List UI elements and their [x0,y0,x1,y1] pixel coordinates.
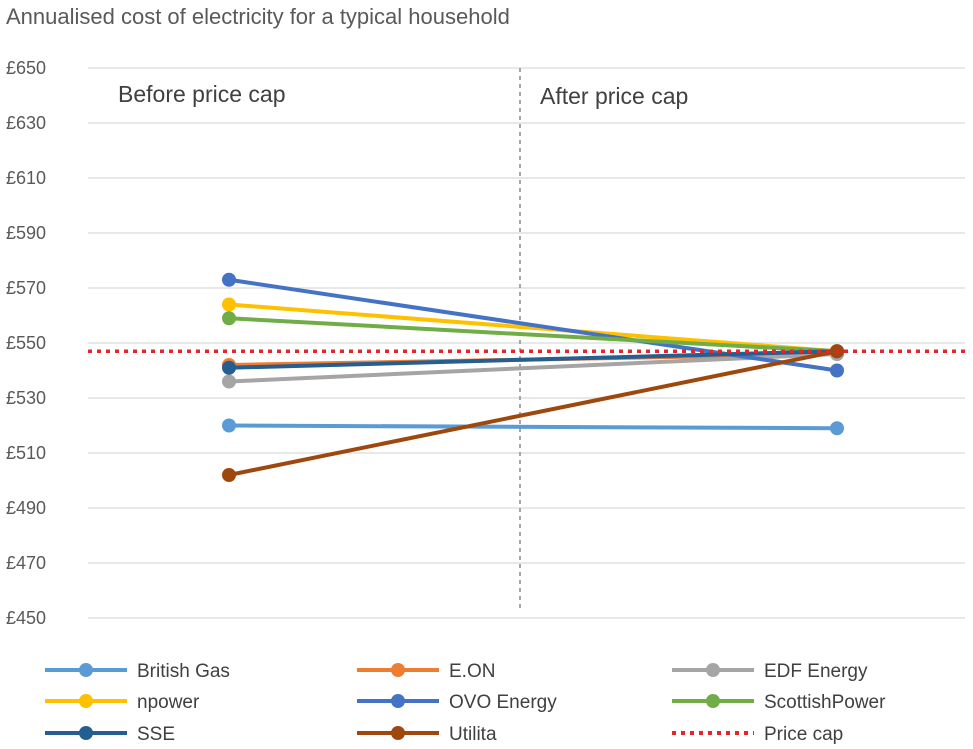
legend-label: E.ON [449,661,495,682]
legend-marker [79,726,93,740]
y-tick-label: £450 [6,608,46,628]
legend-label: EDF Energy [764,661,868,682]
region-label-before: Before price cap [118,81,285,107]
legend-marker [706,694,720,708]
region-label-after: After price cap [540,83,688,109]
gridlines [88,67,965,619]
legend-item: Utilita [357,724,497,745]
data-point [222,272,236,287]
y-tick-label: £630 [6,113,46,133]
legend-label: ScottishPower [764,692,886,713]
series-lines [222,272,844,482]
legend-item: E.ON [357,661,495,682]
series-line [228,349,838,370]
legend-item: British Gas [45,661,230,682]
y-tick-label: £650 [6,58,46,78]
legend-item: OVO Energy [357,692,557,713]
data-point [222,418,236,433]
series-line [228,423,838,431]
legend-label: Utilita [449,724,497,745]
data-point [222,297,236,312]
data-point [222,360,236,375]
data-point [222,374,236,389]
data-point [222,468,236,482]
legend-item: EDF Energy [672,661,868,682]
legend-label: npower [137,692,200,713]
data-point [830,363,844,378]
legend-marker [391,726,405,740]
legend-label: Price cap [764,724,843,745]
series-british-gas [222,418,844,436]
y-tick-label: £610 [6,168,46,188]
y-axis-ticks: £650 £630 £610 £590 £570 £550 £530 £510 £490 £470… [6,58,46,628]
y-tick-label: £510 [6,443,46,463]
legend-label: British Gas [137,661,230,682]
legend-item: npower [45,692,200,713]
series-line [228,349,838,477]
legend-item: Price cap [672,724,843,745]
legend: British Gas E.ON EDF Energy npower OVO Energ… [45,661,886,745]
y-tick-label: £570 [6,278,46,298]
legend-marker [391,663,405,677]
legend-item: ScottishPower [672,692,886,713]
y-tick-label: £550 [6,333,46,353]
legend-marker [79,694,93,708]
legend-item: SSE [45,724,175,745]
data-point [222,311,236,326]
y-tick-label: £590 [6,223,46,243]
legend-marker [79,663,93,677]
legend-label: OVO Energy [449,692,557,713]
legend-label: SSE [137,724,175,745]
series-line [228,316,838,354]
y-tick-label: £530 [6,388,46,408]
series-npower [222,297,844,359]
data-point [830,421,844,436]
series-line [228,302,838,354]
y-tick-label: £470 [6,553,46,573]
y-tick-label: £490 [6,498,46,518]
legend-marker [706,663,720,677]
series-line [228,352,838,384]
chart-title: Annualised cost of electricity for a typ… [6,4,510,29]
legend-marker [391,694,405,708]
